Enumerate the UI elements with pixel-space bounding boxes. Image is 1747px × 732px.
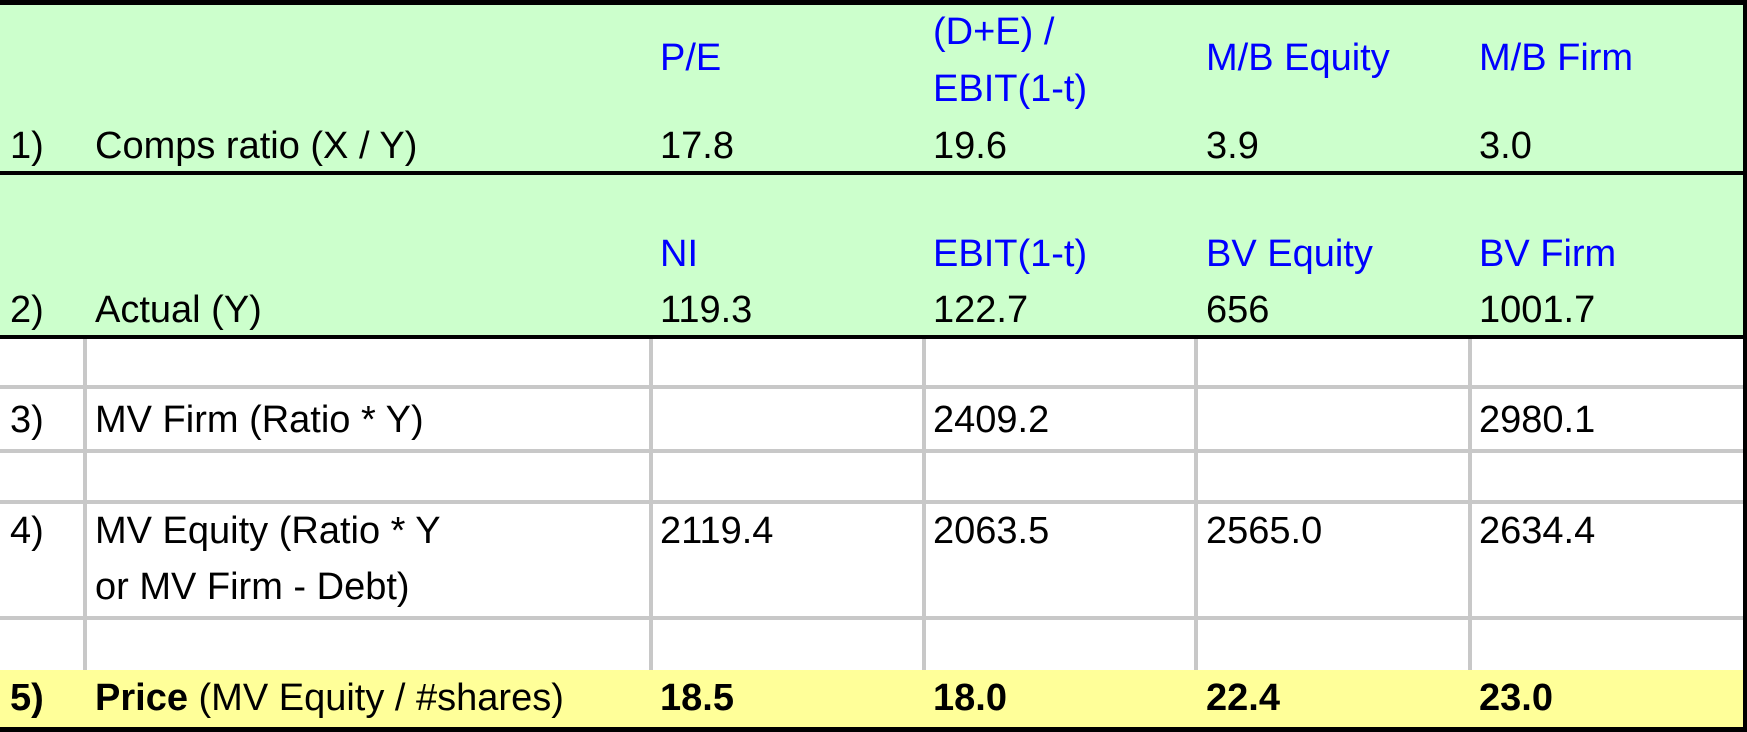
gridline — [0, 500, 1747, 504]
gridline — [649, 339, 653, 670]
header-ni: NI — [660, 233, 698, 275]
value-cell: 17.8 — [660, 125, 734, 167]
row-label: MV Equity (Ratio * Y — [95, 510, 441, 552]
price-label: Price (MV Equity / #shares) — [95, 676, 564, 720]
header-ebit: EBIT(1-t) — [933, 233, 1088, 275]
gridline — [1194, 339, 1198, 670]
row-label: MV Firm (Ratio * Y) — [95, 399, 424, 441]
value-cell: 2634.4 — [1479, 510, 1596, 552]
gridline — [0, 616, 1747, 620]
row-number: 1) — [10, 125, 44, 167]
rule — [0, 171, 1747, 175]
row-number: 3) — [10, 399, 44, 441]
ratio-band — [0, 5, 1747, 172]
header-bv-equity: BV Equity — [1206, 233, 1373, 275]
price-label-bold: Price — [95, 677, 188, 719]
value-cell: 2409.2 — [933, 399, 1050, 441]
price-value: 23.0 — [1479, 677, 1553, 719]
row-number: 5) — [10, 677, 44, 719]
header-pe: P/E — [660, 37, 722, 79]
row-label: or MV Firm - Debt) — [95, 566, 410, 608]
header-de-line2: EBIT(1-t) — [933, 68, 1088, 110]
value-cell: 2980.1 — [1479, 399, 1596, 441]
row-number: 2) — [10, 289, 44, 331]
price-value: 22.4 — [1206, 677, 1280, 719]
value-cell: 19.6 — [933, 125, 1007, 167]
gridline — [0, 385, 1747, 389]
right-border — [1743, 0, 1747, 732]
value-cell: 2119.4 — [660, 510, 774, 552]
header-mb-equity: M/B Equity — [1206, 37, 1390, 79]
price-value: 18.0 — [933, 677, 1007, 719]
price-band — [0, 670, 1747, 727]
value-cell: 3.9 — [1206, 125, 1259, 167]
value-cell: 1001.7 — [1479, 289, 1596, 331]
gridline — [0, 449, 1747, 453]
value-cell: 2063.5 — [933, 510, 1050, 552]
rule — [0, 335, 1747, 339]
row-label: Comps ratio (X / Y) — [95, 125, 418, 167]
value-cell: 3.0 — [1479, 125, 1532, 167]
value-cell: 2565.0 — [1206, 510, 1323, 552]
gridline — [83, 339, 87, 670]
header-de-line1: (D+E) / — [933, 11, 1055, 53]
value-cell: 656 — [1206, 289, 1270, 331]
row-number: 4) — [10, 510, 44, 552]
header-bv-firm: BV Firm — [1479, 233, 1617, 275]
value-cell: 119.3 — [660, 289, 753, 331]
gridline — [922, 339, 926, 670]
bottom-rule — [0, 727, 1747, 732]
header-mb-firm: M/B Firm — [1479, 37, 1634, 79]
value-cell: 122.7 — [933, 289, 1029, 331]
row-label: Actual (Y) — [95, 289, 262, 331]
gridline — [1468, 339, 1472, 670]
top-rule — [0, 0, 1747, 5]
actual-band — [0, 175, 1747, 336]
price-label-rest: (MV Equity / #shares) — [187, 677, 564, 719]
price-value: 18.5 — [660, 677, 734, 719]
